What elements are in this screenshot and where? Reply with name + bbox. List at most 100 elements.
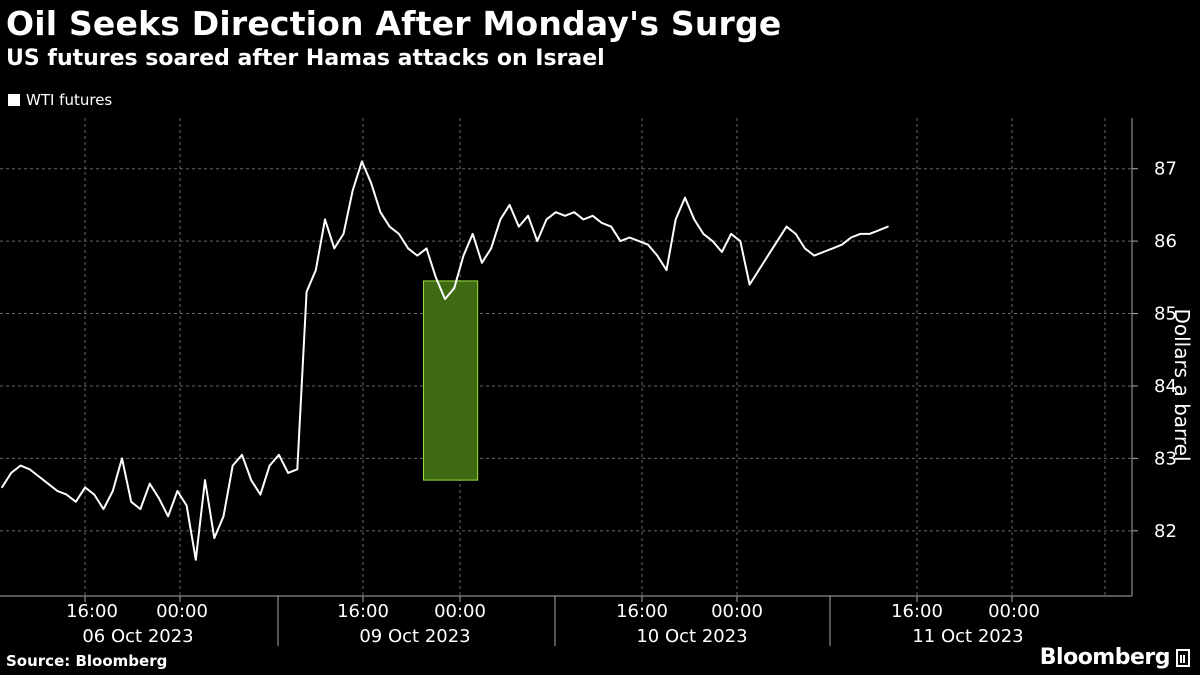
data-point [841,243,843,246]
data-point [794,233,797,235]
data-point [555,211,557,213]
data-point [139,508,142,510]
y-tick-label: 87 [1154,159,1177,180]
data-point [721,251,723,253]
legend: WTI futures [8,91,112,109]
series-wti [1,160,889,561]
data-point [342,233,345,235]
x-tick-label: 00:00 [711,601,763,622]
y-tick-label: 82 [1154,521,1177,542]
data-point [112,490,114,492]
data-point [75,501,77,503]
brand-logo: Bloomberg [1040,645,1190,670]
data-point [305,291,308,293]
chart-subtitle: US futures soared after Hamas attacks on… [6,46,605,71]
data-point [490,247,492,250]
data-point [804,247,806,250]
data-point [361,160,363,163]
data-point [195,559,197,561]
data-point [65,493,68,496]
data-point [748,283,751,286]
data-point [767,254,769,257]
data-point [702,233,705,235]
x-tick-label: 16:00 [337,601,389,622]
x-tick-label: 00:00 [156,601,208,622]
data-point [213,537,216,539]
data-point [315,269,317,271]
x-tick-label: 16:00 [891,601,943,622]
data-point [887,225,889,228]
data-point [268,464,271,467]
x-tick-label: 00:00 [988,601,1040,622]
data-point [471,233,474,235]
data-point [444,298,446,300]
data-point [324,218,326,221]
data-point [185,504,188,507]
data-point [388,225,391,228]
data-point [10,472,12,474]
data-point [878,229,880,232]
data-point [259,493,262,496]
bloomberg-badge-icon [1176,648,1190,667]
data-point [647,243,649,246]
data-point [407,247,409,250]
axes: 82 83 84 85 86 87 16:00 00:00 16:00 00:00 16:00 00:… [0,118,1177,647]
y-tick-label: 85 [1154,304,1177,325]
data-point [545,218,548,221]
data-point [102,508,105,510]
data-point [822,251,825,253]
legend-label: WTI futures [26,91,113,109]
data-point [167,515,169,518]
data-point [38,475,40,478]
x-tick-label: 16:00 [66,601,118,622]
data-point [130,501,132,503]
data-point [47,482,49,485]
data-point [481,262,483,264]
data-point [398,233,400,235]
y-tick-label: 83 [1154,448,1177,469]
highlight-region [423,280,479,481]
data-point [758,269,760,271]
data-point [831,247,834,250]
data-point [499,218,502,221]
x-tick-label: 16:00 [616,601,668,622]
data-point [333,247,336,250]
data-point [56,490,59,492]
data-point [776,240,779,242]
data-point [859,233,862,235]
data-point [93,493,96,496]
data-point [19,464,22,467]
data-point [1,486,3,489]
data-point [711,240,714,242]
data-point [231,464,234,467]
data-point [453,287,456,290]
data-point [813,254,815,257]
data-point [564,215,566,217]
x-date-label: 11 Oct 2023 [912,626,1023,647]
data-point [619,240,622,242]
data-point [656,254,659,257]
data-point [628,236,631,239]
data-point [739,240,742,242]
data-point [241,454,243,456]
data-point [508,204,511,206]
data-point [370,182,373,184]
data-point [435,276,437,279]
data-point [591,215,594,217]
data-point [573,211,575,213]
data-point [601,222,603,224]
data-point [158,497,160,500]
chart-title: Oil Seeks Direction After Monday's Surge [6,4,782,43]
data-point [536,240,539,242]
data-point [730,233,732,235]
data-point [785,225,788,228]
data-point [148,482,151,485]
source-note: Source: Bloomberg [6,652,168,670]
data-point [204,479,206,481]
x-date-label: 06 Oct 2023 [82,626,193,647]
brand-text: Bloomberg [1039,645,1171,670]
data-point [582,218,585,221]
data-point [518,225,520,228]
data-point [176,490,179,492]
y-axis-label: Dollars a barrel [1170,308,1194,461]
